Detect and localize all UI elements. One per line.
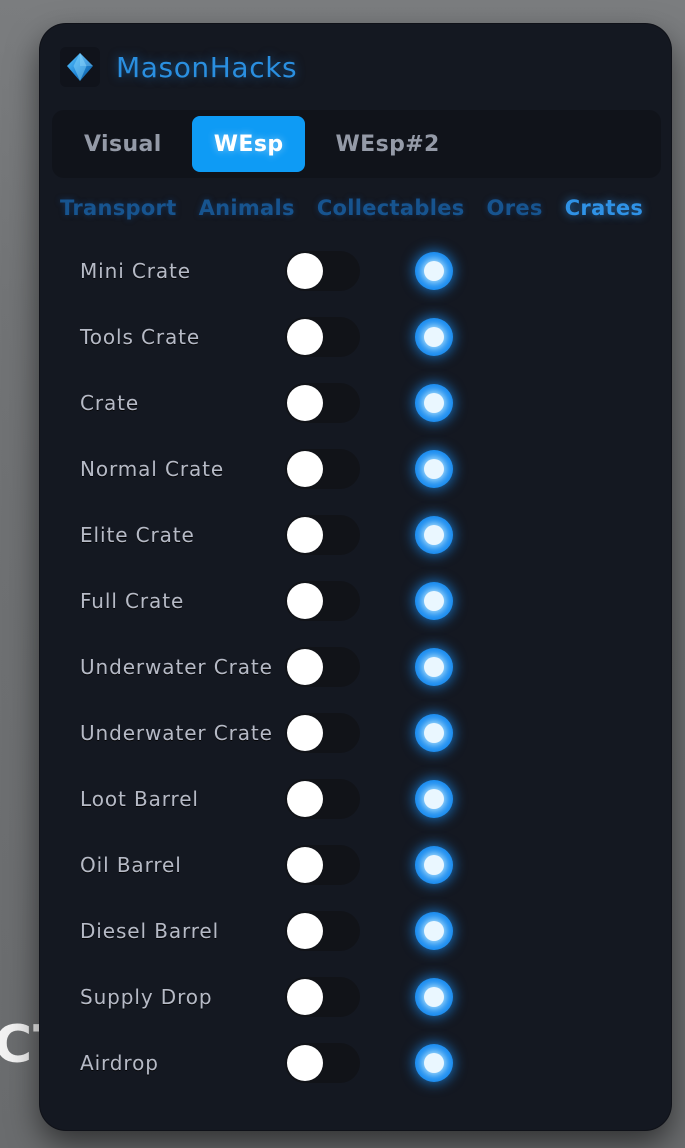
color-swatch-core (424, 921, 444, 941)
option-row: Supply Drop (40, 964, 671, 1030)
option-row: Mini Crate (40, 238, 671, 304)
option-toggle[interactable] (285, 647, 360, 687)
option-toggle[interactable] (285, 449, 360, 489)
toggle-knob (287, 913, 323, 949)
option-color-swatch[interactable] (415, 252, 453, 290)
toggle-knob (287, 847, 323, 883)
option-label: Underwater Crate (80, 721, 273, 745)
color-swatch-core (424, 855, 444, 875)
option-label: Airdrop (80, 1051, 159, 1075)
option-toggle[interactable] (285, 911, 360, 951)
color-swatch-core (424, 657, 444, 677)
option-toggle[interactable] (285, 515, 360, 555)
option-color-swatch[interactable] (415, 714, 453, 752)
toggle-knob (287, 517, 323, 553)
option-color-swatch[interactable] (415, 318, 453, 356)
tab-wesp2[interactable]: WEsp#2 (335, 131, 440, 157)
tab-visual[interactable]: Visual (84, 131, 162, 157)
option-toggle[interactable] (285, 581, 360, 621)
option-color-swatch[interactable] (415, 384, 453, 422)
option-row: Tools Crate (40, 304, 671, 370)
option-color-swatch[interactable] (415, 450, 453, 488)
toggle-knob (287, 319, 323, 355)
option-color-swatch[interactable] (415, 978, 453, 1016)
option-label: Full Crate (80, 589, 185, 613)
toggle-knob (287, 979, 323, 1015)
option-label: Normal Crate (80, 457, 225, 481)
option-row: Full Crate (40, 568, 671, 634)
option-label: Loot Barrel (80, 787, 199, 811)
color-swatch-core (424, 591, 444, 611)
toggle-knob (287, 649, 323, 685)
crate-options-list: Mini Crate Tools Crate Crate Normal Crate El… (40, 234, 671, 1096)
panel-header: MasonHacks (40, 24, 671, 110)
option-label: Diesel Barrel (80, 919, 220, 943)
option-color-swatch[interactable] (415, 846, 453, 884)
toggle-knob (287, 451, 323, 487)
color-swatch-core (424, 525, 444, 545)
option-row: Underwater Crate (40, 634, 671, 700)
masonhacks-panel: MasonHacks Visual WEsp WEsp#2 Transport … (40, 24, 671, 1130)
subnav-item-collectables[interactable]: Collectables (316, 196, 465, 220)
toggle-knob (287, 781, 323, 817)
subnav-item-crates[interactable]: Crates (564, 196, 644, 220)
option-color-swatch[interactable] (415, 1044, 453, 1082)
option-row: Crate (40, 370, 671, 436)
brand-title: MasonHacks (116, 50, 298, 84)
option-label: Underwater Crate (80, 655, 273, 679)
option-color-swatch[interactable] (415, 516, 453, 554)
option-row: Oil Barrel (40, 832, 671, 898)
option-toggle[interactable] (285, 779, 360, 819)
option-label: Supply Drop (80, 985, 213, 1009)
color-swatch-core (424, 327, 444, 347)
option-color-swatch[interactable] (415, 582, 453, 620)
option-row: Normal Crate (40, 436, 671, 502)
option-toggle[interactable] (285, 251, 360, 291)
color-swatch-core (424, 789, 444, 809)
subnav-item-transport[interactable]: Transport (60, 196, 177, 220)
subnav-item-ores[interactable]: Ores (486, 196, 543, 220)
toggle-knob (287, 583, 323, 619)
color-swatch-core (424, 987, 444, 1007)
option-label: Crate (80, 391, 140, 415)
gem-diamond-icon (60, 47, 100, 87)
toggle-knob (287, 1045, 323, 1081)
option-toggle[interactable] (285, 845, 360, 885)
color-swatch-core (424, 1053, 444, 1073)
option-label: Elite Crate (80, 523, 195, 547)
color-swatch-core (424, 393, 444, 413)
option-row: Underwater Crate (40, 700, 671, 766)
option-toggle[interactable] (285, 713, 360, 753)
sub-nav: Transport Animals Collectables Ores Crat… (40, 178, 671, 234)
option-toggle[interactable] (285, 383, 360, 423)
option-row: Loot Barrel (40, 766, 671, 832)
color-swatch-core (424, 459, 444, 479)
option-label: Oil Barrel (80, 853, 182, 877)
option-toggle[interactable] (285, 317, 360, 357)
option-toggle[interactable] (285, 977, 360, 1017)
option-toggle[interactable] (285, 1043, 360, 1083)
toggle-knob (287, 385, 323, 421)
toggle-knob (287, 715, 323, 751)
option-label: Tools Crate (80, 325, 201, 349)
color-swatch-core (424, 723, 444, 743)
option-row: Airdrop (40, 1030, 671, 1096)
option-row: Diesel Barrel (40, 898, 671, 964)
toggle-knob (287, 253, 323, 289)
tab-wesp[interactable]: WEsp (191, 116, 306, 172)
tab-strip: Visual WEsp WEsp#2 (52, 110, 661, 178)
option-label: Mini Crate (80, 259, 191, 283)
color-swatch-core (424, 261, 444, 281)
option-color-swatch[interactable] (415, 648, 453, 686)
option-color-swatch[interactable] (415, 780, 453, 818)
subnav-item-animals[interactable]: Animals (198, 196, 295, 220)
option-color-swatch[interactable] (415, 912, 453, 950)
option-row: Elite Crate (40, 502, 671, 568)
